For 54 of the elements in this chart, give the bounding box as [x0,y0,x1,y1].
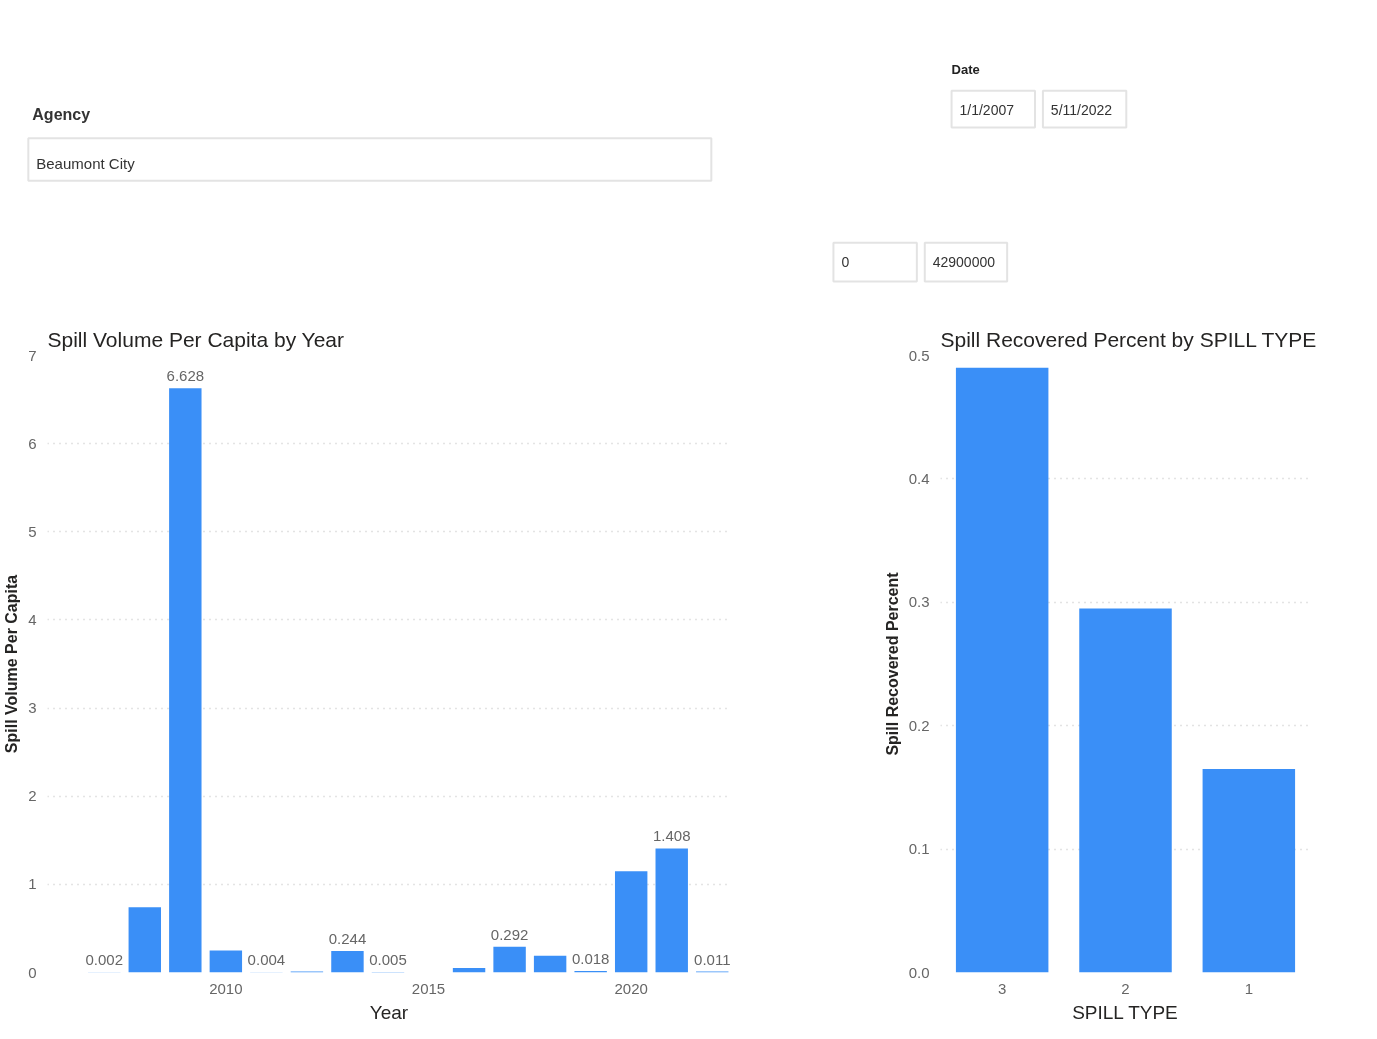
bar [614,871,648,973]
text: 0 [841,254,850,271]
data-label: 0.244 [328,929,367,947]
bar [1202,768,1296,973]
y-tick-label: 0.1 [908,840,930,858]
x-tick-label: 2010 [209,979,243,997]
bar [533,955,567,973]
y-tick-label: 0.3 [908,593,930,611]
text: 5/11/2022 [1050,102,1113,119]
chart-title: Spill Volume Per Capita by Year [47,327,345,351]
x-tick-label: 2015 [411,979,446,997]
data-label: 0.004 [247,951,286,969]
x-axis-title: SPILL TYPE [1072,1001,1178,1023]
y-tick-label: 0.5 [908,346,930,364]
x-tick-label: 2 [1121,979,1130,997]
text: 1/1/2007 [959,102,1015,119]
y-tick-label: 5 [28,522,37,540]
data-label: 0.005 [369,951,407,969]
y-axis-title: Spill Volume Per Capita [3,574,21,754]
y-tick-label: 6 [28,434,37,452]
y-tick-label: 0.0 [908,963,930,981]
bar [493,946,526,973]
x-tick-label: 3 [998,979,1007,997]
y-tick-label: 1 [28,875,37,893]
text: Beaumont City [36,154,136,172]
data-label: 0.018 [571,949,610,967]
text: 42900000 [932,254,996,271]
chart-title: Spill Recovered Percent by SPILL TYPE [940,327,1317,351]
bar [209,950,243,973]
data-label: 0.011 [694,950,731,968]
y-tick-label: 0.2 [908,716,930,734]
bar [1079,608,1172,973]
bar [128,907,161,973]
data-label: 0.292 [490,925,529,943]
data-label: 1.408 [652,827,691,845]
y-tick-label: 0 [28,963,37,981]
y-tick-label: 7 [28,346,37,364]
y-tick-label: 2 [28,787,37,805]
y-tick-label: 0.4 [908,469,930,487]
x-tick-label: 2020 [614,979,648,997]
text: Agency [32,106,91,124]
data-label: 0.002 [85,951,124,969]
data-label: 6.628 [166,367,205,385]
y-axis-title: Spill Recovered Percent [883,571,901,756]
bar [331,950,364,973]
x-axis-title: Year [369,1001,409,1023]
y-tick-label: 4 [28,610,37,628]
bar [452,968,486,973]
x-tick-label: 1 [1244,979,1254,997]
text: Date [951,61,980,77]
y-tick-label: 3 [28,699,37,717]
bar [169,388,202,973]
bar [955,367,1049,973]
bar [655,848,688,973]
